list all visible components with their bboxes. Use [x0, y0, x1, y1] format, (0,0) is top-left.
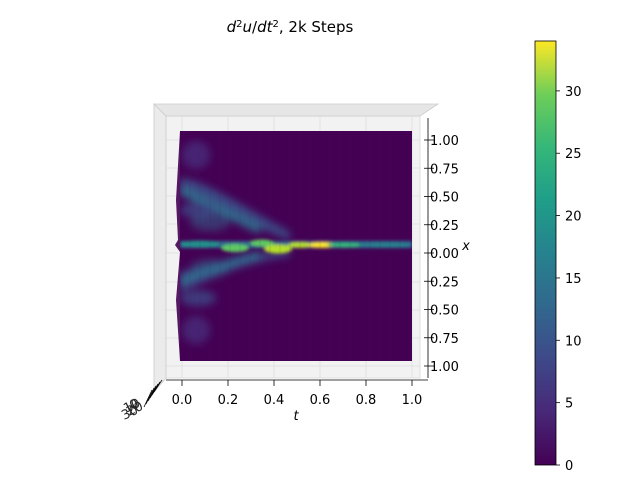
y-tick-label: 0.50 [430, 191, 459, 206]
y-tick-group: 1.00 0.75 0.50 0.25 0.00 0.25 0.50 0.75 1.00 [424, 134, 459, 375]
colorbar [534, 40, 557, 466]
svg-text:20: 20 [124, 399, 145, 420]
y-tick-label: 0.75 [430, 162, 459, 177]
surface-heatmap [180, 131, 412, 361]
y-tick-label: 1.00 [430, 360, 459, 375]
x-tick-label: 0.8 [356, 393, 377, 408]
svg-text:10: 10 [121, 396, 142, 417]
colorbar-tick-label: 25 [565, 147, 582, 162]
x-tick-label: 1.0 [402, 393, 423, 408]
x-tick-label: 0.6 [310, 393, 331, 408]
colorbar-tick-group: 0 5 10 15 20 25 30 [556, 85, 582, 474]
colorbar-tick-label: 30 [565, 85, 582, 100]
colorbar-tick-label: 5 [565, 397, 573, 412]
y-tick-label: 0.25 [430, 219, 459, 234]
colorbar-tick-label: 0 [565, 459, 573, 474]
x-tick-group: 0.0 0.2 0.4 0.6 0.8 1.0 [172, 380, 423, 408]
y-tick-label: 0.25 [430, 275, 459, 290]
colorbar-tick-label: 20 [565, 210, 582, 225]
y-tick-label: 0.50 [430, 304, 459, 319]
svg-text:30: 30 [119, 403, 140, 424]
z-axis-clutter-labels: 10 20 30 0 [119, 396, 145, 424]
surface-mesh-lines [189, 131, 401, 361]
z-axis-clutter [143, 379, 163, 408]
x-axis-label: t [293, 409, 299, 424]
y-tick-label: 0.75 [430, 332, 459, 347]
chart-title: d2u/dt2, 2k Steps [227, 18, 354, 36]
x-tick-label: 0.2 [218, 393, 239, 408]
surface-left-bulge [175, 131, 180, 361]
x-tick-label: 0.4 [264, 393, 285, 408]
y-tick-label: 1.00 [430, 134, 459, 149]
y-tick-label: 0.00 [430, 247, 459, 262]
y-axis-label: x [461, 239, 470, 254]
colorbar-tick-label: 10 [565, 334, 582, 349]
x-tick-label: 0.0 [172, 393, 193, 408]
colorbar-tick-label: 15 [565, 272, 582, 287]
